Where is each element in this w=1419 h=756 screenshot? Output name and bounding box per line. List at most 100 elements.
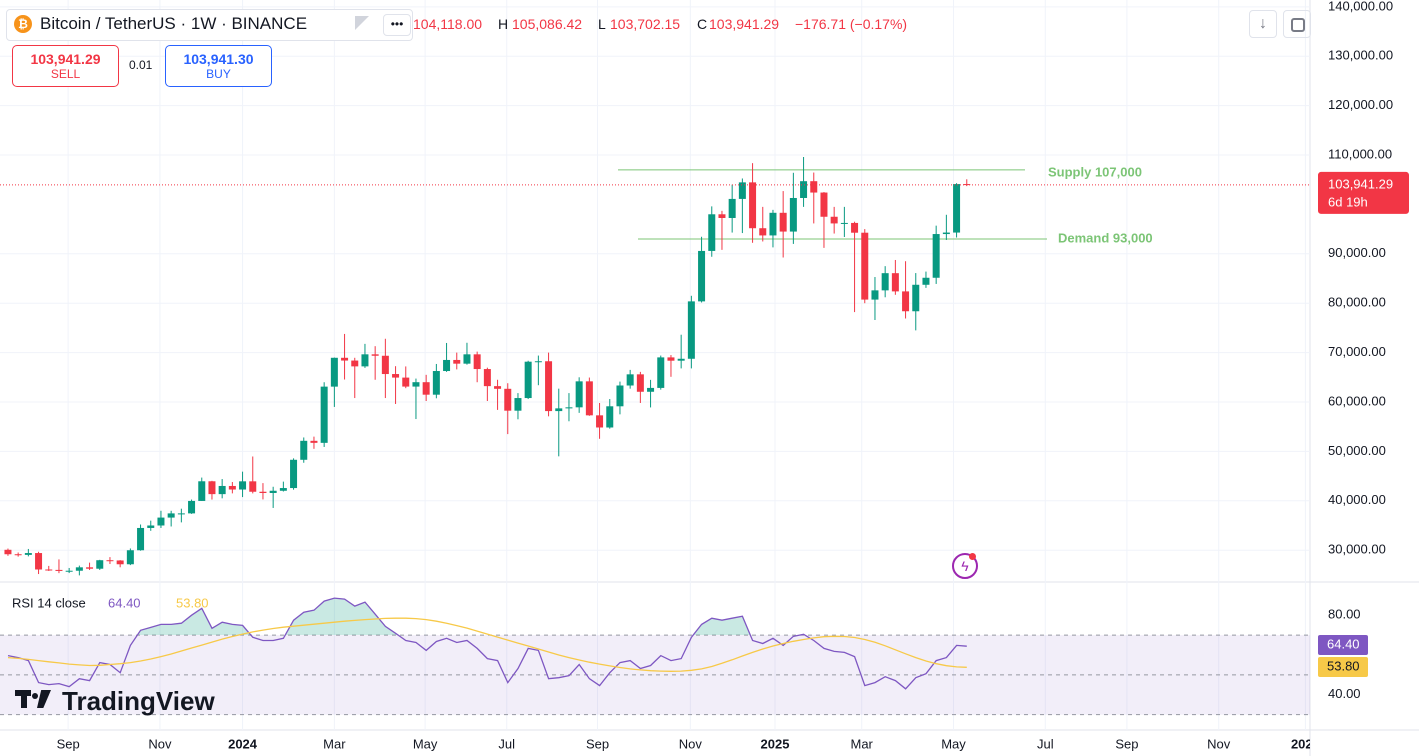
alert-icon[interactable]: ϟ xyxy=(952,553,978,579)
candle-body xyxy=(65,570,73,572)
candle-body xyxy=(800,181,808,198)
sell-price: 103,941.29 xyxy=(30,51,101,67)
candle-body xyxy=(45,569,53,571)
candle-body xyxy=(300,440,308,460)
candle-body xyxy=(330,357,338,387)
candle-body xyxy=(657,357,665,388)
download-button[interactable]: ↓ xyxy=(1249,10,1277,38)
price-tag xyxy=(1318,171,1409,214)
candle-body xyxy=(218,485,226,495)
candle-body xyxy=(494,386,502,389)
sell-button[interactable]: 103,941.29 SELL xyxy=(12,45,119,87)
rsi-tag-label: 64.40 xyxy=(1327,636,1360,651)
candle-body xyxy=(789,197,797,232)
candle-body xyxy=(545,361,553,412)
y-tick-label: 90,000.00 xyxy=(1328,245,1386,260)
candle-body xyxy=(667,357,675,361)
x-tick-label: Nov xyxy=(148,736,172,751)
plot: Sep Nov 2024 Mar May Jul Sep Nov 2025 Mar May Jul Se… xyxy=(0,0,1320,751)
fullscreen-button[interactable] xyxy=(1283,10,1311,38)
btc-icon: ₿ xyxy=(14,15,32,33)
candle-body xyxy=(942,232,950,235)
candle-body xyxy=(840,222,848,224)
candle-body xyxy=(891,273,899,292)
candle-body xyxy=(698,250,706,302)
symbol: Bitcoin / TetherUS · 1W · BINANCE xyxy=(40,14,308,33)
candle-body xyxy=(147,525,155,528)
candle-body xyxy=(259,491,267,493)
x-tick-label: 2024 xyxy=(228,736,258,751)
y-tick-label: 80,000.00 xyxy=(1328,295,1386,310)
candle-body xyxy=(422,382,430,395)
candle-body xyxy=(871,290,879,300)
y-tick-label: 30,000.00 xyxy=(1328,542,1386,557)
level-label: Supply 107,000 xyxy=(1048,164,1142,179)
x-tick-label: Mar xyxy=(851,736,874,751)
candle-body xyxy=(116,560,124,565)
buy-label: BUY xyxy=(206,67,231,81)
x-tick-label: Nov xyxy=(679,736,703,751)
buy-button[interactable]: 103,941.30 BUY xyxy=(165,45,272,87)
price-tag-label: 103,941.29 xyxy=(1328,176,1393,191)
candle-body xyxy=(473,354,481,370)
candle-body xyxy=(861,232,869,300)
candle-body xyxy=(55,569,63,571)
x-tick-label: Jul xyxy=(1037,736,1054,751)
candle-body xyxy=(708,214,716,251)
candle-body xyxy=(86,567,94,569)
candle-body xyxy=(820,192,828,217)
rsi-tag xyxy=(1318,657,1368,677)
candle-body xyxy=(443,359,451,372)
rsi-tick-label: 80.00 xyxy=(1328,607,1361,622)
candle-body xyxy=(881,273,889,291)
logo-text: TradingView xyxy=(62,686,215,716)
candle-body xyxy=(616,385,624,407)
candle-body xyxy=(320,386,328,443)
candle-body xyxy=(830,216,838,224)
candle-body xyxy=(514,398,522,411)
ohlc-item: 103,702.15 xyxy=(610,16,681,32)
y-tick-label: 140,000.00 xyxy=(1328,0,1393,13)
sell-label: SELL xyxy=(50,67,81,81)
candle-body xyxy=(749,182,757,229)
candle-body xyxy=(4,549,12,555)
candle-body xyxy=(198,481,206,501)
level-label: Demand 93,000 xyxy=(1058,230,1153,245)
candle-body xyxy=(953,184,961,233)
candle-body xyxy=(810,181,818,193)
buy-price: 103,941.30 xyxy=(183,51,254,67)
candle-body xyxy=(341,357,349,361)
x-tick-label: 2026 xyxy=(1291,736,1320,751)
candle-body xyxy=(310,440,318,443)
candle-body xyxy=(269,490,277,493)
rsi-legend-value: 53.80 xyxy=(176,595,209,610)
more-button[interactable]: ••• xyxy=(383,14,411,36)
x-tick-label: Sep xyxy=(1115,736,1138,751)
logo-mark xyxy=(15,690,53,710)
candle-body xyxy=(24,553,32,555)
ohlc-item: H xyxy=(498,16,509,32)
candle-body xyxy=(851,222,859,233)
candle-body xyxy=(759,228,767,236)
candle-body xyxy=(596,415,604,428)
x-tick-label: Sep xyxy=(57,736,80,751)
rsi-tick-label: 40.00 xyxy=(1328,686,1361,701)
candle-body xyxy=(463,354,471,364)
ohlc-item: L xyxy=(598,16,606,32)
candle-body xyxy=(412,382,420,387)
y-tick-label: 70,000.00 xyxy=(1328,344,1386,359)
candle-body xyxy=(96,560,104,569)
candle-body xyxy=(585,381,593,416)
candle-body xyxy=(126,550,134,565)
candle-body xyxy=(728,198,736,218)
rsi-line xyxy=(7,597,967,690)
alert-dot xyxy=(969,553,976,560)
rsi-line xyxy=(7,617,967,672)
candle-body xyxy=(75,567,83,571)
x-tick-label: May xyxy=(413,736,438,751)
y-tick-label: 50,000.00 xyxy=(1328,443,1386,458)
symbol-box[interactable] xyxy=(6,9,413,41)
rsi-title: RSI 14 close xyxy=(12,595,86,610)
ohlc-item: 103,941.29 xyxy=(709,16,780,32)
candle-body xyxy=(290,459,298,489)
